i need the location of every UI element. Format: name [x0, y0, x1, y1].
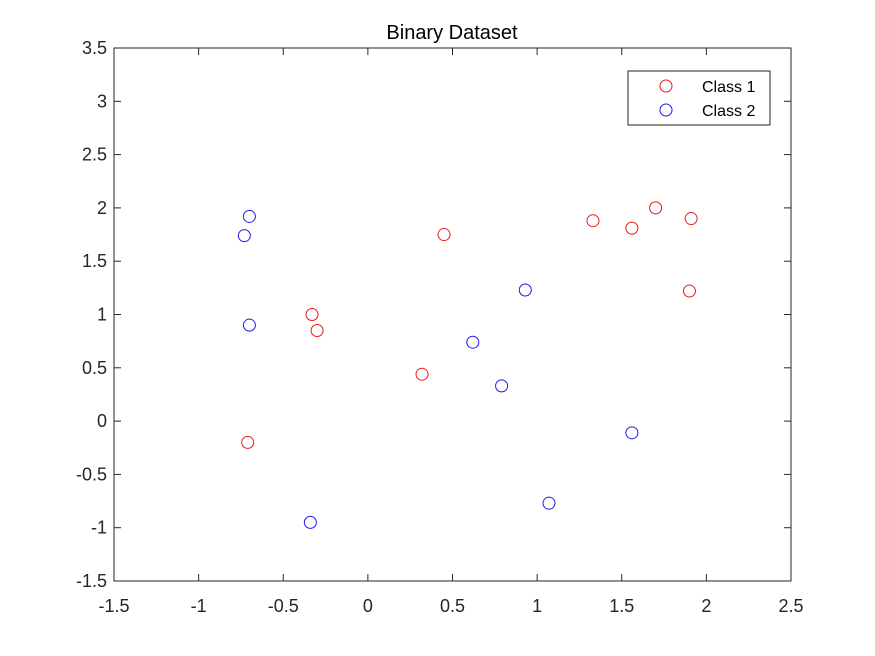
data-point: [682, 284, 696, 298]
y-tick-label: 3: [97, 91, 107, 111]
data-point: [649, 201, 663, 215]
plot-area: [114, 48, 791, 581]
y-tick-label: 0.5: [82, 358, 107, 378]
data-point: [242, 209, 256, 223]
y-tick-label: -1: [91, 518, 107, 538]
data-point: [242, 318, 256, 332]
data-point: [305, 308, 319, 321]
y-tick-label: 2.5: [82, 145, 107, 165]
x-tick-label: 0: [363, 596, 373, 616]
data-point: [586, 214, 600, 228]
legend: Class 1 Class 2: [627, 70, 771, 126]
legend-marker-class-2: [659, 103, 673, 117]
data-point: [684, 212, 698, 226]
y-tick-label: -1.5: [76, 571, 107, 591]
x-tick-label: 0.5: [440, 596, 465, 616]
x-tick-label: 2.5: [778, 596, 803, 616]
y-tick-label: -0.5: [76, 464, 107, 484]
x-tick-label: -1: [191, 596, 207, 616]
legend-marker-class-1: [659, 79, 673, 93]
data-point: [495, 379, 509, 393]
data-point: [625, 221, 639, 235]
y-tick-label: 0: [97, 411, 107, 431]
data-point: [310, 323, 324, 337]
x-tick-label: 1: [532, 596, 542, 616]
data-point: [437, 228, 451, 242]
data-point: [415, 367, 429, 381]
series-1: [241, 201, 698, 449]
data-point: [241, 435, 255, 449]
axis-ticks: -1.5 -1 -0.5 0 0.5 1 1.5 2 2.5 -1.5 -1 -0.5 0 0.5 1 1.5…: [76, 38, 804, 616]
chart-title: Binary Dataset: [386, 22, 518, 44]
data-point: [518, 283, 532, 297]
x-tick-label: -1.5: [98, 596, 129, 616]
data-points: [237, 201, 698, 529]
legend-label-class-1: Class 1: [702, 79, 755, 96]
series-2: [237, 209, 639, 529]
y-tick-label: 1.5: [82, 251, 107, 271]
data-point: [303, 515, 317, 529]
x-tick-label: 1.5: [609, 596, 634, 616]
y-tick-label: 3.5: [82, 38, 107, 58]
data-point: [542, 496, 556, 510]
legend-box: [627, 70, 771, 126]
x-tick-label: 2: [701, 596, 711, 616]
y-tick-label: 2: [97, 198, 107, 218]
x-tick-label: -0.5: [268, 596, 299, 616]
data-point: [237, 229, 251, 243]
legend-label-class-2: Class 2: [702, 103, 755, 120]
data-point: [466, 335, 480, 349]
axes-box: [113, 47, 792, 582]
y-tick-label: 1: [97, 305, 107, 325]
data-point: [625, 426, 639, 440]
